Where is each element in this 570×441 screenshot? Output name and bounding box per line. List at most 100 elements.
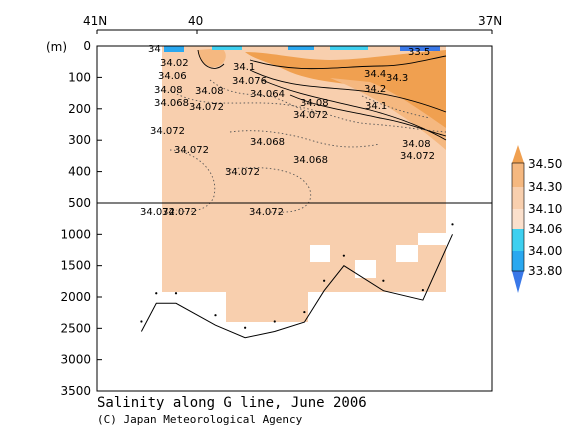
chart-title: Salinity along G line, June 2006 [97, 395, 367, 411]
lat-label-41n: 41N [83, 14, 107, 28]
contour-label-34-076: 34.076 [232, 76, 267, 87]
colorbar-band-34-10-34-30 [512, 187, 524, 209]
colorbar-outline [511, 162, 525, 272]
depth-axis-ticks: 0 100 200 300 400 500 1000 1500 2000 2500 3000 3500 [60, 39, 102, 398]
lat-label-40: 40 [188, 14, 203, 28]
chart-credit: (C) Japan Meteorological Agency [97, 413, 303, 426]
depth-label-1500: 1500 [60, 259, 91, 273]
contour-label-34-1-b: 34.1 [365, 101, 387, 112]
colorbar-bottom-arrow [512, 271, 524, 293]
colorbar-label-34-06: 34.06 [528, 222, 562, 236]
colorbar-band-34-30-34-50 [512, 163, 524, 187]
contour-label-34-08-c: 34.08 [300, 98, 329, 109]
depth-label-2500: 2500 [60, 321, 91, 335]
station-dot [382, 279, 385, 282]
contour-label-34-068-c: 34.068 [293, 155, 328, 166]
station-dot [155, 292, 158, 295]
seabed-notch-4 [418, 233, 446, 245]
seabed-notch-1 [310, 245, 330, 262]
plot-frame [96, 45, 493, 392]
depth-label-0: 0 [83, 39, 91, 53]
contour-label-34-072-d: 34.072 [174, 145, 209, 156]
contour-line-4 [289, 94, 447, 137]
station-dot [214, 314, 217, 317]
contour-dotted-1 [169, 89, 447, 133]
contour-label-34-072-f: 34.072 [400, 151, 435, 162]
y-unit-label: (m) [46, 40, 67, 54]
depth-label-200: 200 [68, 102, 91, 116]
contour-label-34-072-h: 34.072 [162, 207, 197, 218]
colorbar: 34.50 34.30 34.10 34.06 34.00 33.80 [511, 145, 562, 293]
contour-label-34-08-a: 34.08 [154, 85, 183, 96]
station-dot [174, 292, 178, 295]
seabed-notch-2 [355, 260, 376, 278]
salinity-field [162, 46, 446, 322]
contour-label-34-068-a: 34.068 [154, 98, 189, 109]
contour-label-34: 34 [148, 44, 161, 55]
seabed-dots [140, 223, 454, 329]
contour-label-34-064: 34.064 [250, 89, 285, 100]
contour-label-34-08-d: 34.08 [402, 139, 431, 150]
contour-dotted-4 [169, 149, 216, 212]
contour-labels: 34 34.02 34.06 34.08 34.068 34.08 34.072… [140, 44, 435, 218]
colorbar-label-34-10: 34.10 [528, 202, 562, 216]
contour-label-34-2: 34.2 [364, 84, 386, 95]
depth-label-2000: 2000 [60, 290, 91, 304]
contour-label-34-072-c: 34.072 [150, 126, 185, 137]
contour-label-34-072-b: 34.072 [293, 110, 328, 121]
low-salinity-patch-3 [288, 46, 314, 50]
contour-line-2 [249, 69, 447, 113]
colorbar-band-33-80-34-00 [512, 251, 524, 271]
salinity-fill-deep [162, 46, 446, 322]
station-dot [303, 310, 306, 314]
depth-label-400: 400 [68, 165, 91, 179]
contour-label-34-072-e: 34.072 [225, 167, 260, 178]
lat-label-37n: 37N [478, 14, 502, 28]
contour-label-34-072-g: 34.072 [140, 207, 175, 218]
contour-label-34-06: 34.06 [158, 71, 187, 82]
colorbar-band-34-06-34-10 [512, 209, 524, 229]
colorbar-label-33-80: 33.80 [528, 264, 562, 278]
low-salinity-patch-1 [164, 46, 184, 52]
station-dot [140, 320, 143, 323]
contour-dotted-5 [225, 167, 312, 213]
contour-label-34-068-b: 34.068 [250, 137, 285, 148]
salinity-west-patch [198, 48, 226, 68]
depth-label-500: 500 [68, 196, 91, 210]
depth-label-300: 300 [68, 133, 91, 147]
colorbar-label-34-30: 34.30 [528, 180, 562, 194]
contour-label-34-072-i: 34.072 [249, 207, 284, 218]
colorbar-label-34-00: 34.00 [528, 244, 562, 258]
low-salinity-patch-2 [212, 46, 242, 50]
contour-label-34-072-a: 34.072 [189, 102, 224, 113]
contour-line-1 [249, 55, 447, 70]
seabed [140, 223, 454, 339]
station-dot [451, 223, 454, 226]
colorbar-label-34-50: 34.50 [528, 157, 562, 171]
station-dot [273, 320, 276, 323]
depth-label-100: 100 [68, 70, 91, 84]
salinity-mid-patch [330, 78, 446, 150]
station-dot [323, 279, 326, 282]
solid-contours [197, 49, 447, 141]
seabed-notch-3 [396, 245, 418, 262]
contour-label-33-5: 33.5 [408, 47, 430, 58]
contour-label-34-3: 34.3 [386, 73, 408, 84]
depth-label-3500: 3500 [60, 384, 91, 398]
low-salinity-patch-5 [400, 46, 440, 51]
contour-label-34-02: 34.02 [160, 58, 189, 69]
low-salinity-patch-4 [330, 46, 368, 50]
colorbar-band-34-00-34-06 [512, 229, 524, 251]
salinity-high-patch [245, 50, 446, 128]
station-dot [342, 254, 345, 257]
contour-label-34-4: 34.4 [364, 69, 386, 80]
contour-dotted-3 [229, 130, 381, 148]
depth-label-3000: 3000 [60, 353, 91, 367]
contour-line-5 [197, 49, 225, 69]
depth-label-1000: 1000 [60, 227, 91, 241]
contour-label-34-1-a: 34.1 [233, 62, 255, 73]
station-dot [244, 326, 247, 329]
station-dot [421, 289, 424, 292]
contour-label-34-08-b: 34.08 [195, 86, 224, 97]
